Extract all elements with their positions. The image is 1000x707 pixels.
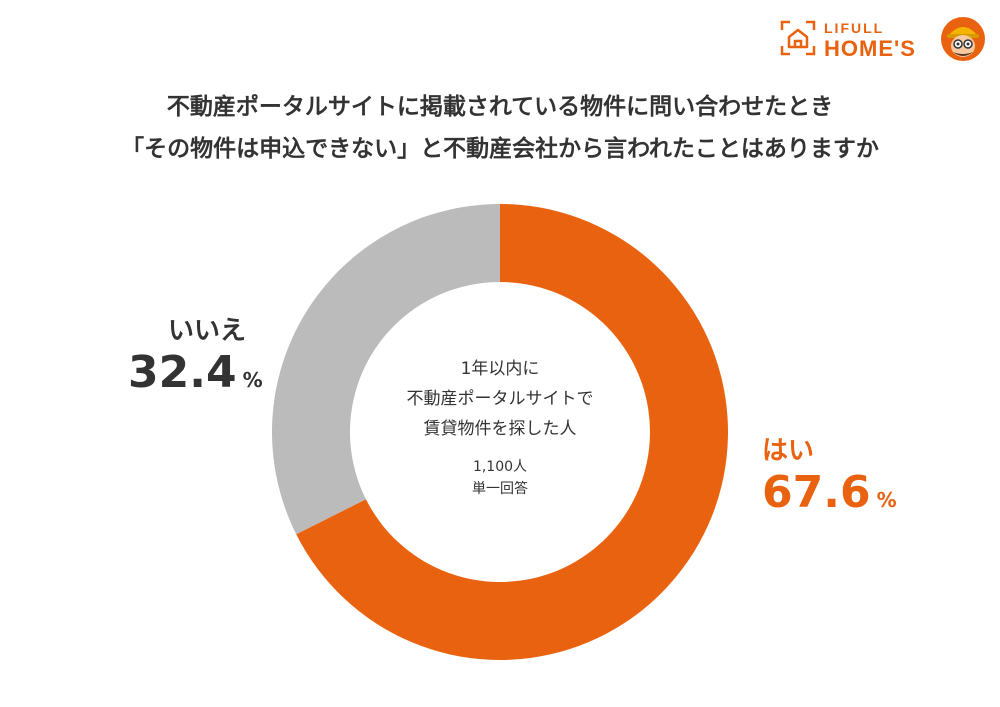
- label-yes-name: はい: [762, 436, 815, 466]
- chart-title-line-1: 不動産ポータルサイトに掲載されている物件に問い合わせたとき: [166, 94, 834, 120]
- lifull-homes-logo: LIFULL HOME'S: [780, 16, 985, 64]
- logo-text-lifull: LIFULL: [824, 20, 885, 36]
- label-no-name: いいえ: [168, 316, 247, 346]
- label-no-value: 32.4: [128, 347, 237, 398]
- label-no-unit: %: [242, 368, 263, 392]
- respondent-count: 1,100人: [472, 459, 528, 475]
- chart-title-line-2: 「その物件は申込できない」と不動産会社から言われたことはありますか: [121, 136, 879, 162]
- answer-type: 単一回答: [472, 481, 528, 497]
- center-line-2: 不動産ポータルサイトで: [406, 389, 594, 409]
- donut-slice-yes: [296, 204, 728, 660]
- center-line-1: 1年以内に: [460, 359, 540, 379]
- mascot-icon: [941, 17, 985, 61]
- donut-slice-no: [272, 204, 500, 535]
- label-yes-unit: %: [876, 488, 897, 512]
- center-text: 1年以内に 不動産ポータルサイトで 賃貸物件を探した人 1,100人 単一回答: [360, 354, 640, 500]
- label-no: いいえ 32.4%: [128, 310, 263, 398]
- center-line-3: 賃貸物件を探した人: [423, 419, 577, 439]
- house-icon: [780, 20, 816, 56]
- chart-title: 不動産ポータルサイトに掲載されている物件に問い合わせたとき 「その物件は申込でき…: [0, 86, 1000, 170]
- label-yes: はい 67.6%: [762, 430, 897, 518]
- label-yes-value: 67.6: [762, 467, 871, 518]
- logo-text-homes: HOME'S: [824, 36, 916, 61]
